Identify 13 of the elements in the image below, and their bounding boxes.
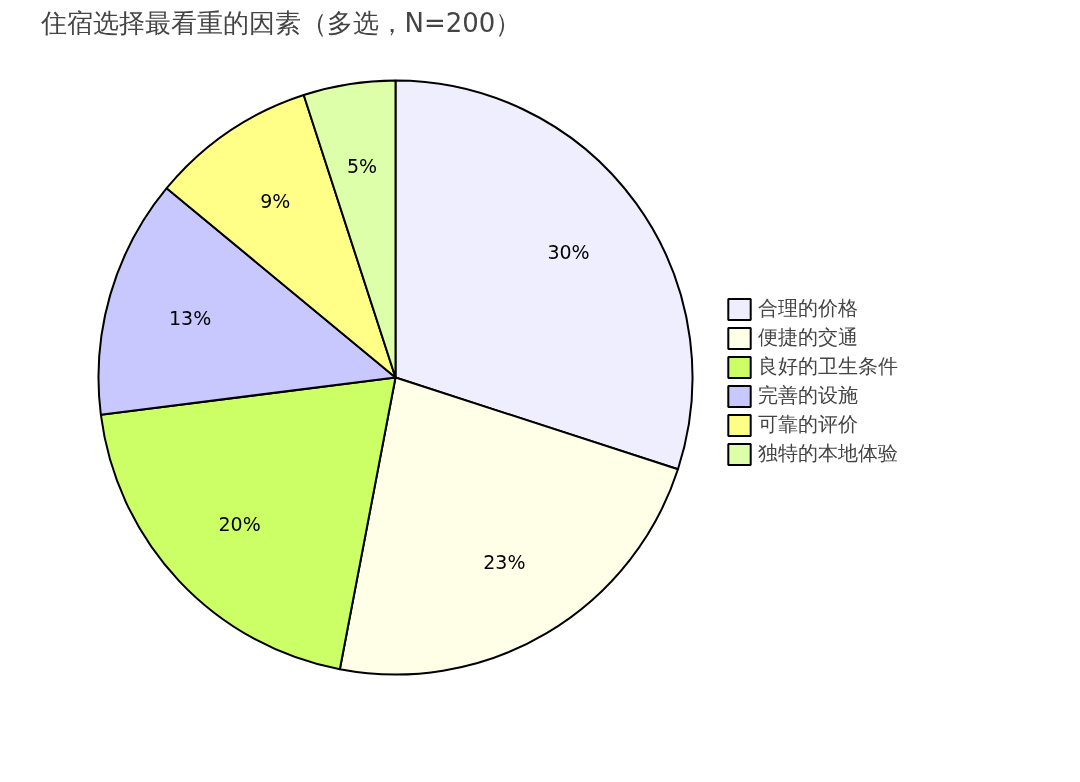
data-label: 23% — [483, 550, 526, 573]
legend-label: 完善的设施 — [758, 382, 858, 409]
data-label: 13% — [169, 306, 212, 329]
legend-label: 可靠的评价 — [758, 411, 858, 438]
chart-title: 住宿选择最看重的因素（多选，N=200） — [39, 7, 522, 38]
legend-label: 便捷的交通 — [758, 324, 858, 351]
data-label: 30% — [547, 240, 590, 263]
legend-label: 合理的价格 — [758, 295, 858, 322]
data-label: 9% — [260, 189, 291, 212]
legend-label: 良好的卫生条件 — [758, 353, 898, 380]
legend-label: 独特的本地体验 — [758, 440, 898, 467]
data-label: 20% — [218, 512, 261, 535]
data-label: 5% — [346, 155, 378, 178]
